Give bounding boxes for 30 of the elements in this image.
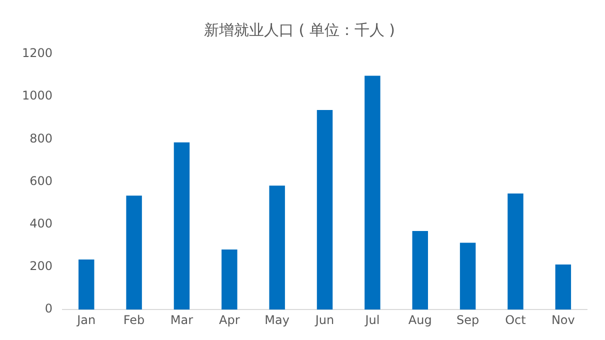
bar	[222, 250, 238, 310]
bar	[412, 231, 428, 310]
bar	[555, 264, 572, 310]
bar	[460, 242, 476, 310]
x-tick-label: May	[264, 312, 290, 327]
x-tick-label: Nov	[551, 312, 575, 327]
bar	[508, 194, 524, 310]
x-tick-label: Apr	[219, 312, 240, 327]
bar	[78, 260, 94, 310]
bar	[364, 76, 380, 310]
y-tick-label: 800	[30, 131, 53, 146]
x-tick-label: Jun	[314, 312, 334, 327]
y-tick-label: 600	[30, 174, 53, 188]
bar	[126, 196, 142, 310]
y-tick-label: 1000	[22, 88, 53, 103]
y-tick-label: 0	[44, 302, 53, 316]
x-tick-label: Aug	[408, 312, 432, 327]
y-tick-label: 400	[30, 216, 53, 231]
x-tick-label: Mar	[170, 312, 194, 327]
x-tick-label: Oct	[505, 312, 526, 327]
y-tick-label: 200	[30, 259, 53, 274]
bar	[269, 186, 285, 310]
bar	[174, 142, 190, 310]
bar	[316, 110, 333, 310]
y-tick-label: 1200	[22, 46, 53, 60]
x-tick-label: Jul	[364, 312, 380, 327]
chart-title: 新增就业人口 ( 单位：千人 )	[204, 20, 396, 39]
x-tick-label: Sep	[456, 312, 480, 327]
x-tick-label: Jan	[76, 312, 96, 327]
x-tick-label: Feb	[123, 312, 145, 327]
